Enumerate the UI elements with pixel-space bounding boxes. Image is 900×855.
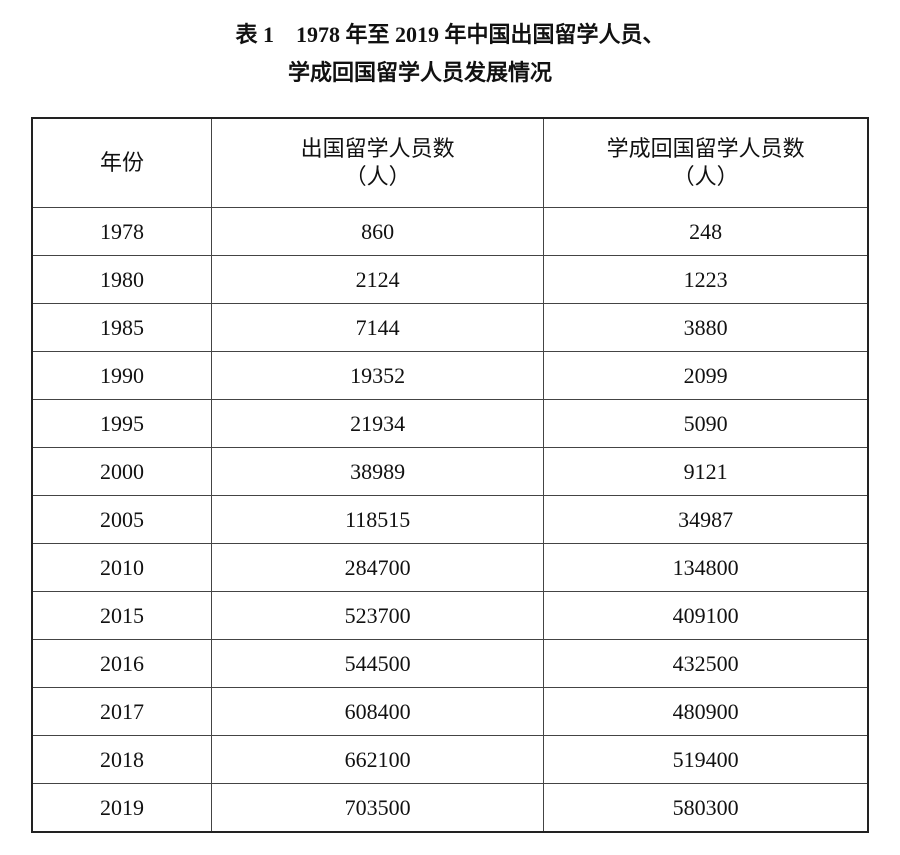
table-title-line-1: 表 1 1978 年至 2019 年中国出国留学人员、: [235, 22, 665, 47]
cell-year: 2017: [31, 687, 213, 736]
cell-outbound: 21934: [211, 399, 545, 448]
cell-year: 2005: [31, 495, 213, 544]
cell-outbound: 2124: [211, 255, 545, 304]
cell-year: 1990: [31, 351, 213, 400]
cell-returned: 3880: [543, 303, 869, 352]
cell-outbound: 284700: [211, 543, 545, 592]
cell-returned: 1223: [543, 255, 869, 304]
table-row: 2017 608400 480900: [31, 687, 869, 736]
cell-year: 1978: [31, 207, 213, 256]
cell-returned: 580300: [543, 783, 869, 833]
cell-outbound: 523700: [211, 591, 545, 640]
table-row: 2019 703500 580300: [31, 783, 869, 833]
cell-year: 2016: [31, 639, 213, 688]
cell-year: 2018: [31, 735, 213, 784]
table-row: 2018 662100 519400: [31, 735, 869, 784]
cell-outbound: 118515: [211, 495, 545, 544]
cell-outbound: 544500: [211, 639, 545, 688]
table-row: 1980 2124 1223: [31, 255, 869, 304]
cell-outbound: 608400: [211, 687, 545, 736]
cell-returned: 432500: [543, 639, 869, 688]
cell-returned: 5090: [543, 399, 869, 448]
cell-year: 1995: [31, 399, 213, 448]
cell-returned: 519400: [543, 735, 869, 784]
table-row: 2010 284700 134800: [31, 543, 869, 592]
cell-outbound: 38989: [211, 447, 545, 496]
header-outbound: 出国留学人员数 （人）: [211, 117, 545, 208]
cell-returned: 134800: [543, 543, 869, 592]
table-row: 1990 19352 2099: [31, 351, 869, 400]
table-row: 1985 7144 3880: [31, 303, 869, 352]
header-returned: 学成回国留学人员数 （人）: [543, 117, 869, 208]
cell-year: 1980: [31, 255, 213, 304]
cell-outbound: 662100: [211, 735, 545, 784]
cell-returned: 409100: [543, 591, 869, 640]
table-title-line-2: 学成回国留学人员发展情况: [287, 60, 552, 85]
header-year: 年份: [31, 117, 213, 208]
cell-outbound: 19352: [211, 351, 545, 400]
table-row: 2005 118515 34987: [31, 495, 869, 544]
table-row: 1995 21934 5090: [31, 399, 869, 448]
data-table: 年份 出国留学人员数 （人） 学成回国留学人员数 （人） 1978 860 248 198…: [31, 117, 869, 833]
cell-returned: 34987: [543, 495, 869, 544]
cell-returned: 2099: [543, 351, 869, 400]
header-label: 学成回国留学人员数: [606, 136, 805, 161]
cell-outbound: 860: [211, 207, 545, 256]
cell-year: 2000: [31, 447, 213, 496]
cell-returned: 9121: [543, 447, 869, 496]
header-label: 年份: [100, 150, 145, 175]
table-row: 2016 544500 432500: [31, 639, 869, 688]
cell-year: 2010: [31, 543, 213, 592]
table-row: 2015 523700 409100: [31, 591, 869, 640]
header-unit: （人）: [672, 164, 739, 189]
cell-year: 2019: [31, 783, 213, 833]
header-unit: （人）: [344, 164, 411, 189]
table-row: 2000 38989 9121: [31, 447, 869, 496]
header-label: 出国留学人员数: [300, 136, 455, 161]
cell-outbound: 7144: [211, 303, 545, 352]
cell-year: 1985: [31, 303, 213, 352]
cell-outbound: 703500: [211, 783, 545, 833]
header-row: 年份 出国留学人员数 （人） 学成回国留学人员数 （人）: [31, 117, 869, 208]
cell-returned: 480900: [543, 687, 869, 736]
cell-returned: 248: [543, 207, 869, 256]
cell-year: 2015: [31, 591, 213, 640]
table-row: 1978 860 248: [31, 207, 869, 256]
